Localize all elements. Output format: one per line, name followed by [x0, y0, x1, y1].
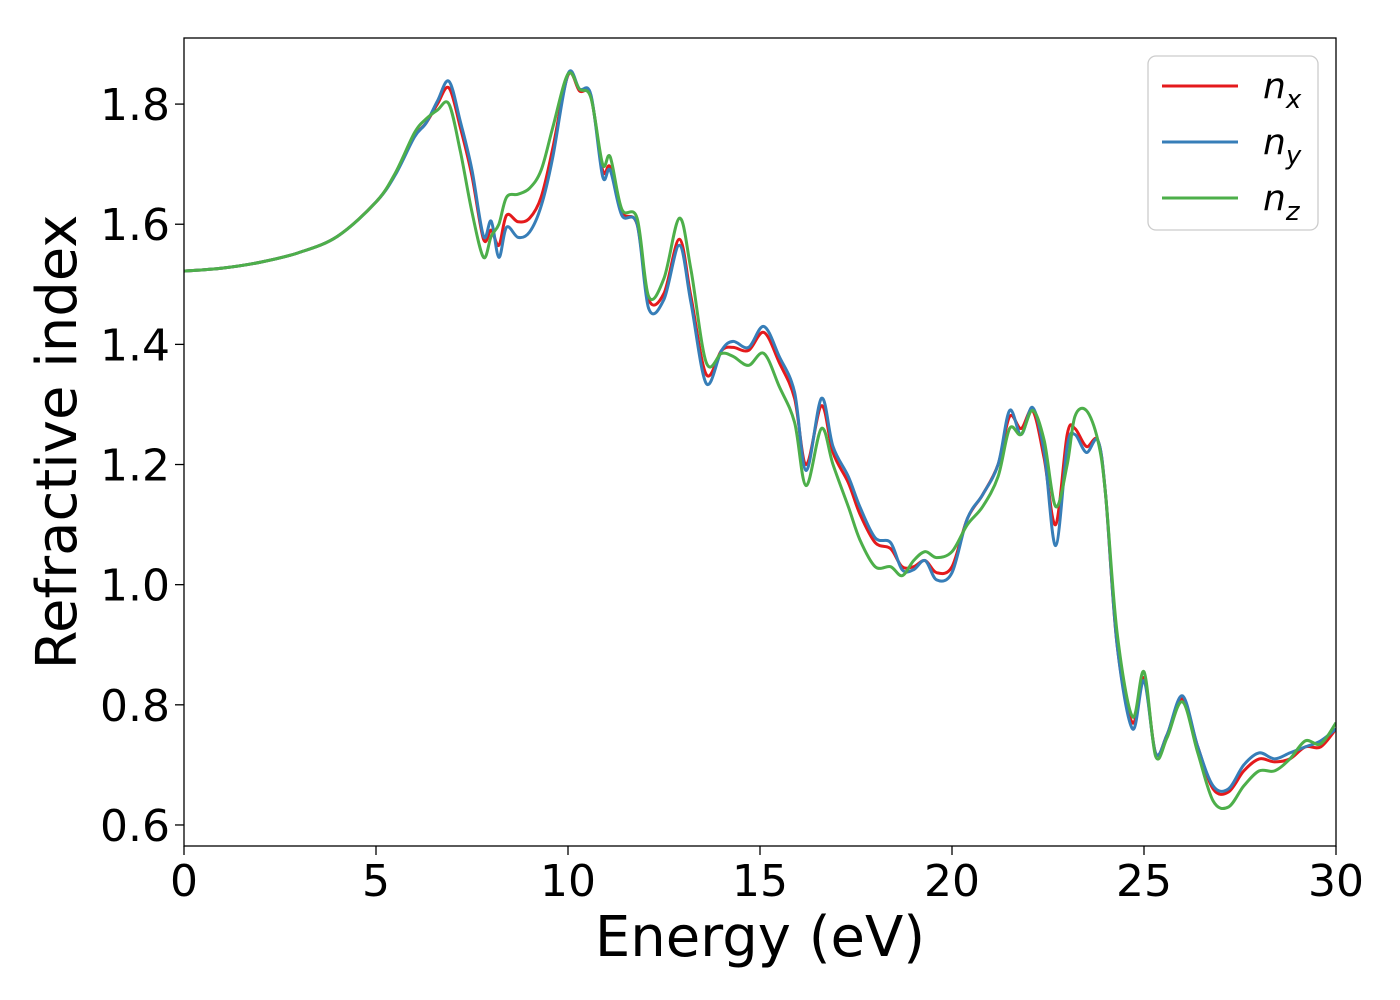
y-axis: 0.6 0.8 1.0 1.2 1.4 1.6 1.8 — [100, 80, 184, 852]
legend-label-subscript: z — [1285, 197, 1301, 227]
x-tick-label: 0 — [170, 856, 198, 907]
legend-label-nz: nz — [1263, 178, 1301, 227]
x-axis-label: Energy (eV) — [595, 905, 925, 970]
x-tick-label: 30 — [1308, 856, 1364, 907]
legend-label-main: n — [1263, 66, 1286, 107]
y-tick-label: 0.6 — [100, 801, 170, 852]
y-tick-label: 0.8 — [100, 681, 170, 732]
legend-label-ny: ny — [1263, 122, 1302, 171]
series-line-ny — [184, 69, 1336, 793]
y-tick-label: 1.0 — [100, 561, 170, 612]
legend-label-subscript: x — [1285, 85, 1302, 115]
legend-label-nx: nx — [1263, 66, 1302, 115]
x-tick-label: 20 — [924, 856, 980, 907]
legend-label-subscript: y — [1285, 141, 1302, 171]
y-tick-label: 1.4 — [100, 320, 170, 371]
x-axis: 0 5 10 15 20 25 30 — [170, 846, 1364, 907]
x-tick-label: 5 — [362, 856, 390, 907]
y-tick-label: 1.6 — [100, 200, 170, 251]
y-tick-label: 1.8 — [100, 80, 170, 131]
x-tick-label: 10 — [540, 856, 596, 907]
series-line-nz — [184, 71, 1336, 811]
series-lines — [184, 69, 1336, 811]
legend-label-main: n — [1263, 178, 1286, 219]
legend-label-main: n — [1263, 122, 1286, 163]
x-tick-label: 15 — [732, 856, 788, 907]
x-tick-label: 25 — [1116, 856, 1172, 907]
y-axis-label: Refractive index — [25, 215, 90, 670]
y-tick-label: 1.2 — [100, 441, 170, 492]
